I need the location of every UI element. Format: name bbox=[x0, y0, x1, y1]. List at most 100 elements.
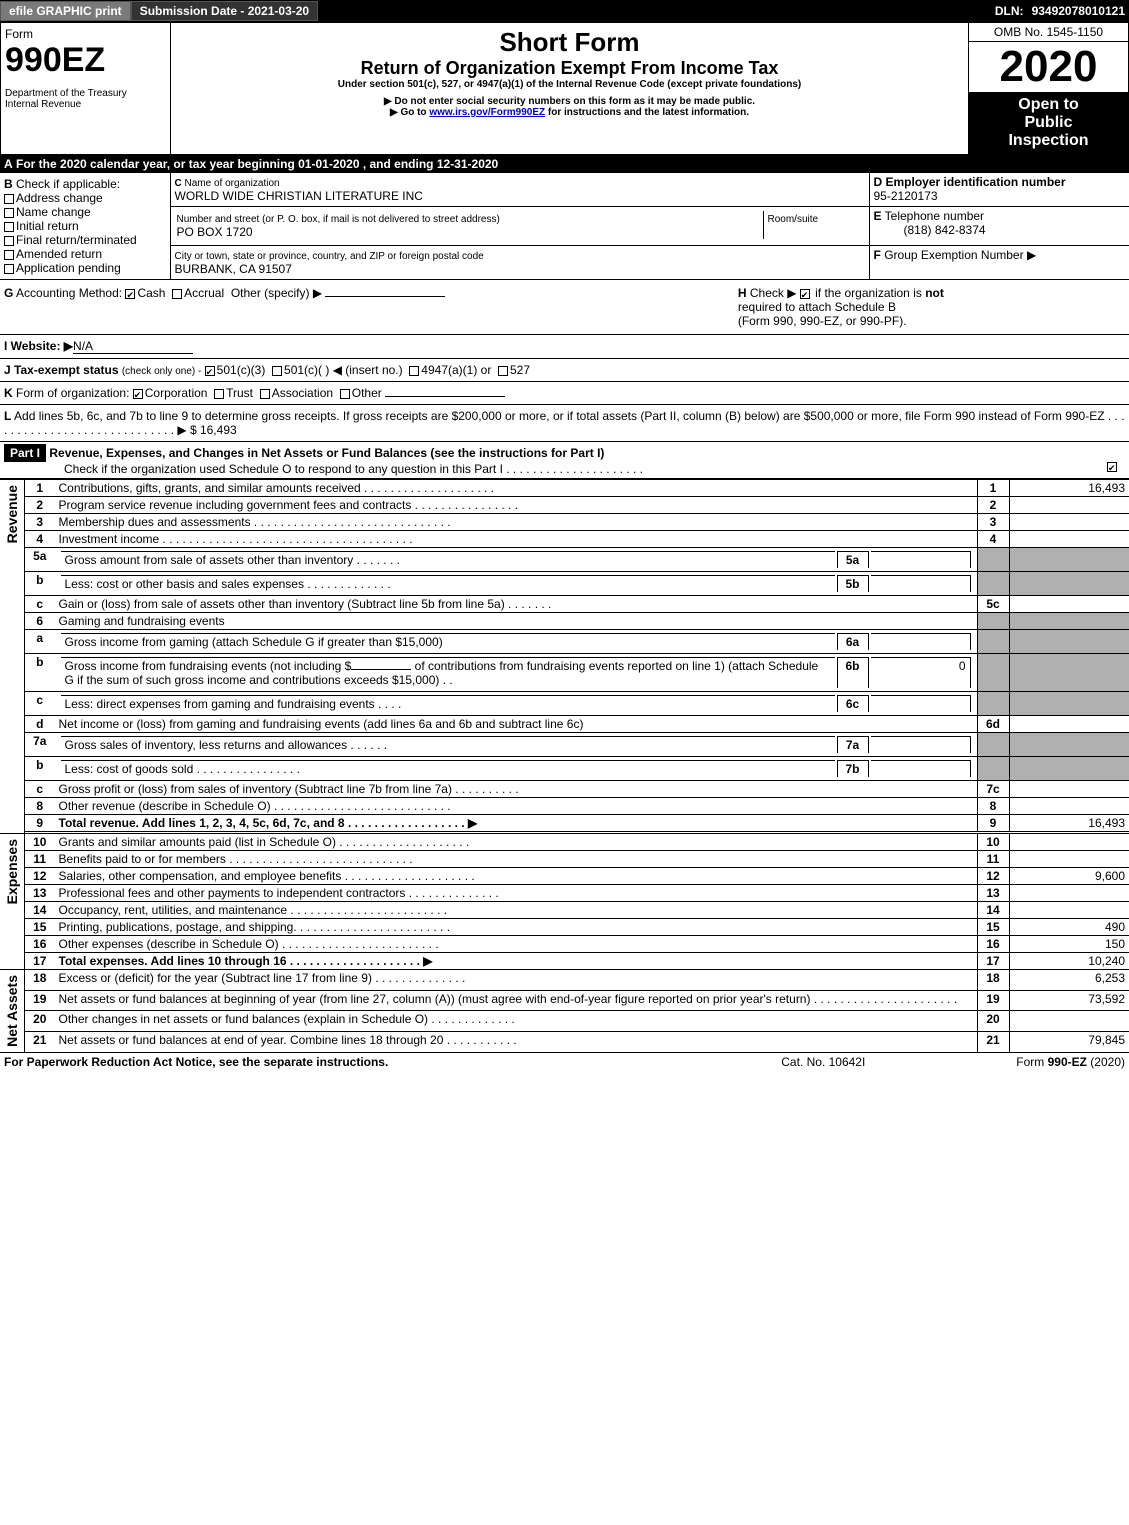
part1-table: Revenue 1 Contributions, gifts, grants, … bbox=[0, 479, 1129, 1053]
form-word: Form bbox=[5, 27, 166, 41]
cb-application-pending[interactable] bbox=[4, 264, 14, 274]
form-header: Form 990EZ Department of the Treasury In… bbox=[0, 22, 1129, 155]
line-6a-subamt bbox=[871, 633, 971, 650]
f-label: Group Exemption Number bbox=[884, 248, 1023, 262]
irs-label: Internal Revenue bbox=[5, 99, 166, 110]
main-title: Return of Organization Exempt From Incom… bbox=[175, 58, 964, 79]
cb-trust[interactable] bbox=[214, 389, 224, 399]
line-14-text: Occupancy, rent, utilities, and maintena… bbox=[55, 902, 978, 919]
e-label: Telephone number bbox=[885, 209, 984, 223]
line-8-text: Other revenue (describe in Schedule O) .… bbox=[55, 798, 978, 815]
line-19-amt: 73,592 bbox=[1009, 990, 1129, 1011]
line-j: J Tax-exempt status (check only one) - 5… bbox=[0, 359, 1129, 382]
cb-amended-return[interactable] bbox=[4, 250, 14, 260]
f-arrow: ▶ bbox=[1027, 248, 1036, 262]
line-14-amt bbox=[1009, 902, 1129, 919]
cb-h[interactable] bbox=[800, 289, 810, 299]
cb-cash[interactable] bbox=[125, 289, 135, 299]
line-7b-text: Less: cost of goods sold . . . . . . . .… bbox=[61, 760, 835, 777]
line-3-text: Membership dues and assessments . . . . … bbox=[55, 514, 978, 531]
cb-assoc[interactable] bbox=[260, 389, 270, 399]
cb-name-change[interactable] bbox=[4, 208, 14, 218]
page-footer: For Paperwork Reduction Act Notice, see … bbox=[0, 1053, 1129, 1071]
cb-other-org[interactable] bbox=[340, 389, 350, 399]
line-12-amt: 9,600 bbox=[1009, 868, 1129, 885]
cb-501c3[interactable] bbox=[205, 366, 215, 376]
dln-label: DLN: bbox=[991, 4, 1028, 18]
line-15-text: Printing, publications, postage, and shi… bbox=[55, 919, 978, 936]
line-6-text: Gaming and fundraising events bbox=[55, 613, 978, 630]
org-name: WORLD WIDE CHRISTIAN LITERATURE INC bbox=[175, 189, 423, 203]
revenue-side-label: Revenue bbox=[4, 481, 20, 547]
city-label: City or town, state or province, country… bbox=[175, 251, 484, 262]
line-11-text: Benefits paid to or for members . . . . … bbox=[55, 851, 978, 868]
line-6d-text: Net income or (loss) from gaming and fun… bbox=[55, 716, 978, 733]
c-name-label: Name of organization bbox=[185, 178, 280, 189]
line-11-amt bbox=[1009, 851, 1129, 868]
ein-value: 95-2120173 bbox=[874, 189, 938, 203]
other-specify[interactable] bbox=[325, 296, 445, 297]
line-1-text: Contributions, gifts, grants, and simila… bbox=[55, 480, 978, 497]
cb-part1-scho[interactable] bbox=[1107, 462, 1117, 472]
org-city: BURBANK, CA 91507 bbox=[175, 262, 292, 276]
line-5b-subamt bbox=[871, 575, 971, 592]
line-4-amt bbox=[1009, 531, 1129, 548]
short-form-title: Short Form bbox=[175, 27, 964, 58]
telephone-value: (818) 842-8374 bbox=[874, 223, 986, 237]
line-7a-subamt bbox=[871, 736, 971, 753]
irs-link[interactable]: www.irs.gov/Form990EZ bbox=[429, 107, 545, 118]
line-6b-text1: Gross income from fundraising events (no… bbox=[65, 659, 352, 673]
footer-cat: Cat. No. 10642I bbox=[737, 1053, 910, 1071]
line-6c-subamt bbox=[871, 695, 971, 712]
line-12-text: Salaries, other compensation, and employ… bbox=[55, 868, 978, 885]
line-5c-amt bbox=[1009, 596, 1129, 613]
line-2-amt bbox=[1009, 497, 1129, 514]
expenses-side-label: Expenses bbox=[4, 835, 20, 908]
footer-right: Form 990-EZ (2020) bbox=[910, 1053, 1129, 1071]
cb-corp[interactable] bbox=[133, 389, 143, 399]
warn-goto-tail: for instructions and the latest informat… bbox=[545, 107, 749, 118]
line-18-amt: 6,253 bbox=[1009, 970, 1129, 991]
subtitle: Under section 501(c), 527, or 4947(a)(1)… bbox=[175, 79, 964, 90]
line-7c-text: Gross profit or (loss) from sales of inv… bbox=[55, 781, 978, 798]
line-9-text: Total revenue. Add lines 1, 2, 3, 4, 5c,… bbox=[55, 815, 978, 832]
line-7b-subamt bbox=[871, 760, 971, 777]
line-5c-text: Gain or (loss) from sale of assets other… bbox=[55, 596, 978, 613]
line-6c-text: Less: direct expenses from gaming and fu… bbox=[61, 695, 835, 712]
line-6a-text: Gross income from gaming (attach Schedul… bbox=[61, 633, 835, 650]
line-9-amt: 16,493 bbox=[1009, 815, 1129, 832]
tax-year: 2020 bbox=[969, 42, 1128, 92]
cb-address-change[interactable] bbox=[4, 194, 14, 204]
cb-accrual[interactable] bbox=[172, 289, 182, 299]
cb-501c[interactable] bbox=[272, 366, 282, 376]
cb-final-return[interactable] bbox=[4, 236, 14, 246]
line-4-text: Investment income . . . . . . . . . . . … bbox=[55, 531, 978, 548]
top-bar: efile GRAPHIC print Submission Date - 20… bbox=[0, 0, 1129, 22]
h-label: Check ▶ bbox=[750, 286, 797, 300]
entity-block: B Check if applicable: Address change Na… bbox=[0, 173, 1129, 280]
line-13-amt bbox=[1009, 885, 1129, 902]
warn-ssn: Do not enter social security numbers on … bbox=[394, 96, 755, 107]
line-21-amt: 79,845 bbox=[1009, 1032, 1129, 1053]
org-address: PO BOX 1720 bbox=[177, 225, 253, 239]
line-5a-subamt bbox=[871, 551, 971, 568]
warn-goto: Go to bbox=[400, 107, 429, 118]
l-amount: $ 16,493 bbox=[190, 423, 237, 437]
netassets-side-label: Net Assets bbox=[4, 971, 20, 1051]
dln-value: 93492078010121 bbox=[1028, 4, 1129, 18]
line-16-amt: 150 bbox=[1009, 936, 1129, 953]
other-org-specify[interactable] bbox=[385, 396, 505, 397]
cb-527[interactable] bbox=[498, 366, 508, 376]
cb-initial-return[interactable] bbox=[4, 222, 14, 232]
line-13-text: Professional fees and other payments to … bbox=[55, 885, 978, 902]
section-b: B Check if applicable: Address change Na… bbox=[0, 173, 170, 280]
efile-button[interactable]: efile GRAPHIC print bbox=[0, 1, 131, 21]
cb-4947[interactable] bbox=[409, 366, 419, 376]
line-2-text: Program service revenue including govern… bbox=[55, 497, 978, 514]
dept-treasury: Department of the Treasury bbox=[5, 88, 166, 99]
line-6b-blank[interactable] bbox=[351, 669, 411, 670]
line-15-amt: 490 bbox=[1009, 919, 1129, 936]
addr-label: Number and street (or P. O. box, if mail… bbox=[177, 214, 500, 225]
line-5b-text: Less: cost or other basis and sales expe… bbox=[61, 575, 835, 592]
part1-header: Part I Revenue, Expenses, and Changes in… bbox=[0, 442, 1129, 479]
